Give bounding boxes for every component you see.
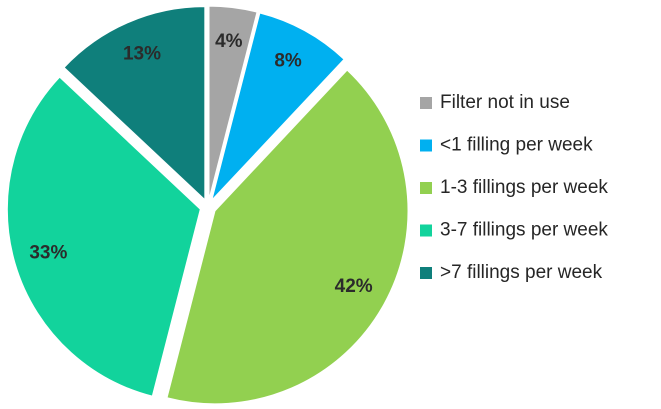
data-label: 42% [335,276,373,297]
data-label: 8% [274,50,302,71]
pie-slice [208,5,258,200]
legend-label: 1-3 fillings per week [440,177,608,198]
pie-slice [166,69,409,405]
data-label: 13% [123,43,161,64]
pie-slice [6,76,201,397]
legend-swatch [420,139,432,152]
data-label: 33% [29,242,67,263]
data-label: 4% [215,31,243,52]
legend-label: <1 filling per week [440,135,593,156]
pie-slice [63,6,206,201]
legend-label: 3-7 fillings per week [440,220,608,241]
pie-slice [211,12,345,201]
legend-swatch [420,182,432,194]
legend-swatch [420,97,432,109]
legend-label: Filter not in use [440,92,570,113]
legend-label: >7 fillings per week [440,262,603,283]
legend-swatch [420,224,432,237]
legend-swatch [420,267,432,279]
